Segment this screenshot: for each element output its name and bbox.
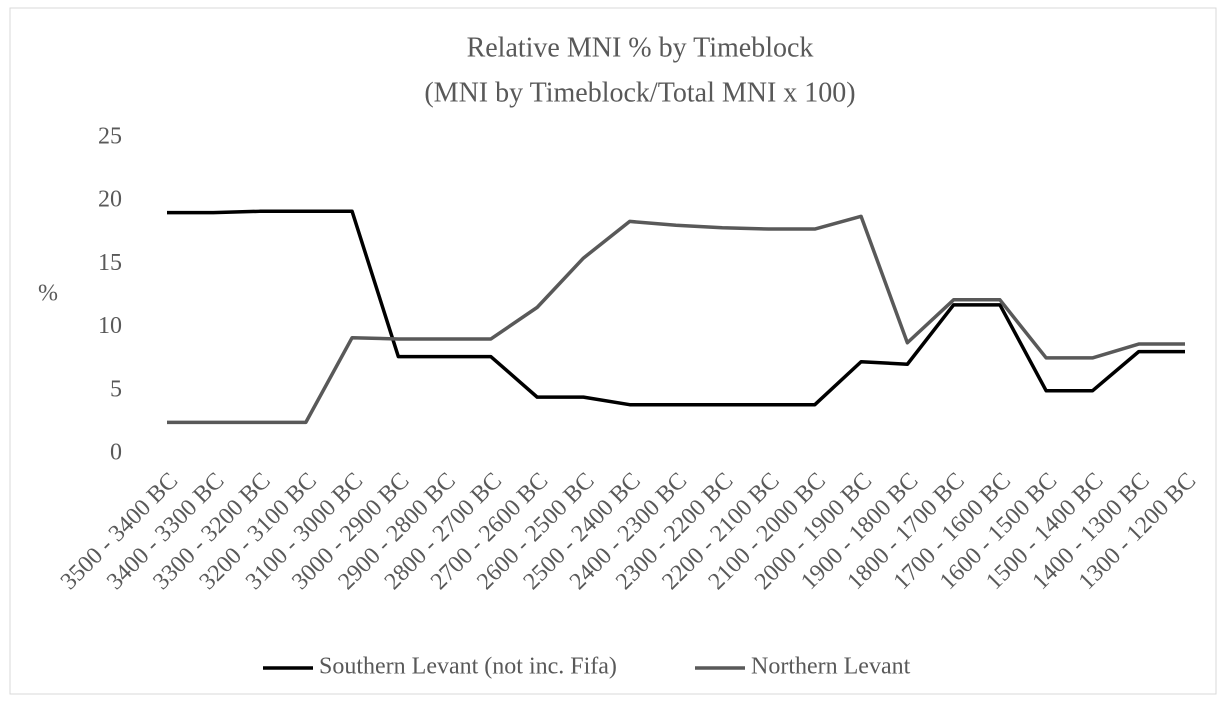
chart-title: Relative MNI % by Timeblock xyxy=(467,32,814,63)
y-tick-label: 0 xyxy=(110,440,122,466)
y-tick-label: 25 xyxy=(98,124,122,150)
y-tick-label: 15 xyxy=(98,250,122,276)
y-tick-label: 20 xyxy=(98,187,122,213)
chart-subtitle: (MNI by Timeblock/Total MNI x 100) xyxy=(424,77,855,108)
legend-label: Southern Levant (not inc. Fifa) xyxy=(319,654,617,680)
y-axis-label: % xyxy=(38,281,58,307)
chart-frame xyxy=(9,7,1217,695)
series-line xyxy=(167,209,1185,407)
y-tick-label: 10 xyxy=(98,313,122,339)
series-line xyxy=(167,214,1185,425)
y-tick-label: 5 xyxy=(110,376,122,402)
legend-label: Northern Levant xyxy=(751,654,911,680)
